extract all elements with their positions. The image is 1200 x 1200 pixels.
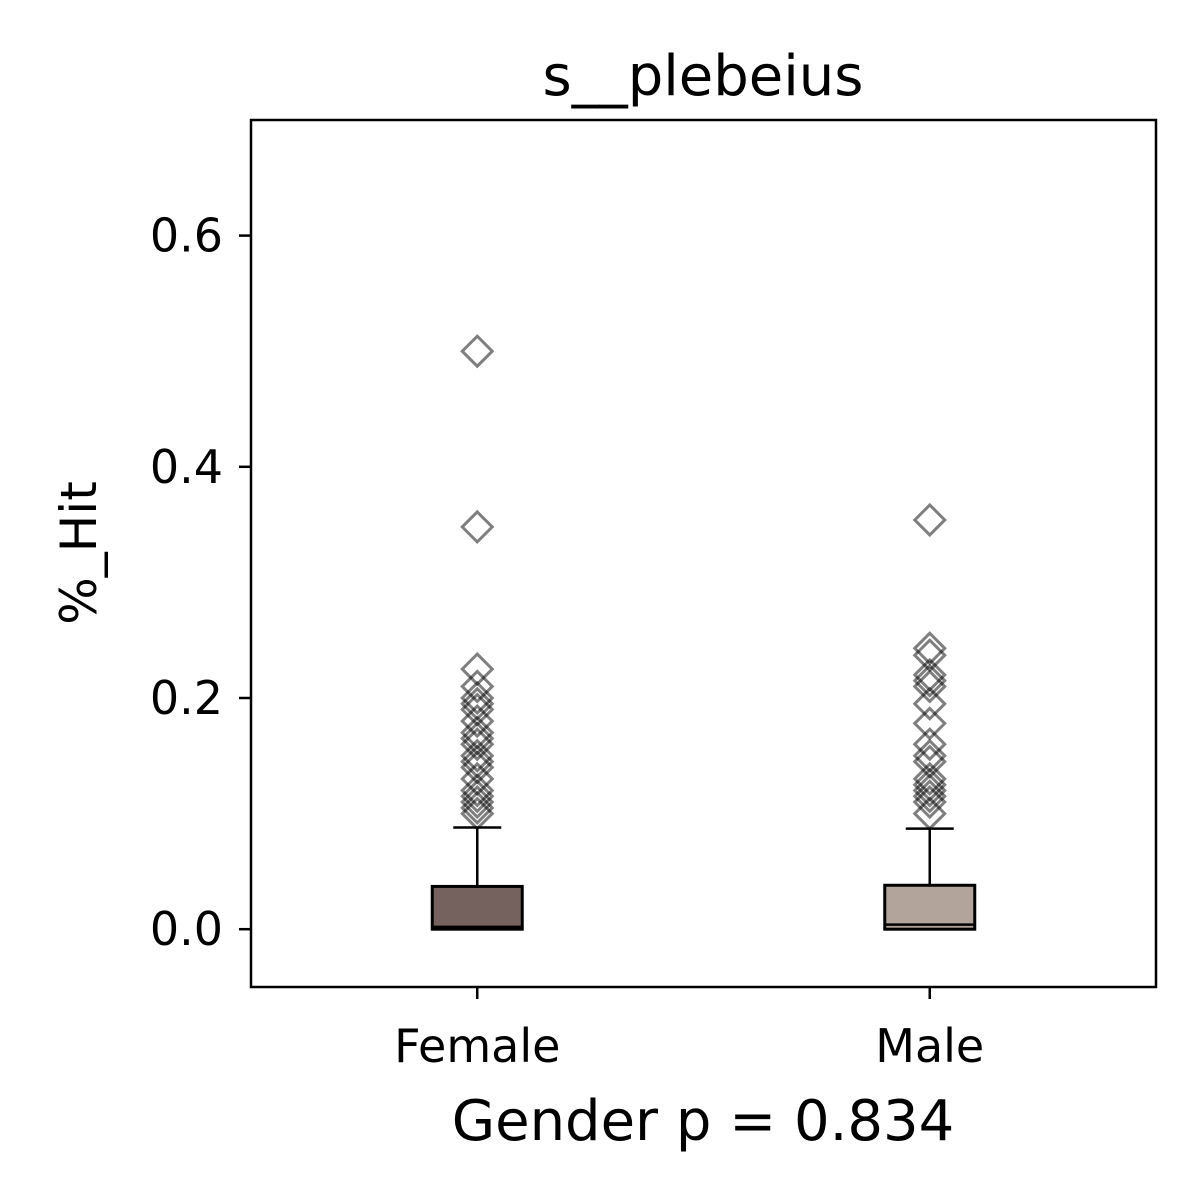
outlier-point [460, 738, 495, 773]
outlier-point [912, 669, 947, 704]
x-tick-label: Female [394, 1019, 560, 1073]
y-tick-label: 0.2 [150, 671, 223, 725]
outlier-point [912, 727, 947, 762]
y-tick-label: 0.0 [150, 902, 223, 956]
outlier-point [460, 703, 495, 739]
y-tick-label: 0.4 [150, 440, 223, 494]
x-axis-label: Gender p = 0.834 [452, 1089, 955, 1154]
outlier-point [460, 651, 495, 687]
outlier-point [460, 680, 495, 716]
y-axis-label: %_Hit [50, 481, 108, 625]
outlier-point [460, 761, 495, 797]
outlier-point [460, 727, 495, 762]
outlier-point [460, 509, 495, 545]
outlier-point [912, 706, 947, 741]
y-tick-label: 0.6 [150, 209, 223, 263]
outlier-point [912, 796, 947, 831]
outlier-point [912, 784, 947, 820]
outlier-point [460, 773, 495, 808]
outlier-point [460, 784, 495, 820]
outlier-point [460, 334, 495, 369]
outlier-point [912, 686, 947, 721]
outlier-point [912, 663, 947, 698]
box-male [883, 883, 977, 931]
outlier-point [460, 796, 495, 831]
outlier-point [912, 773, 947, 808]
x-tick-label: Male [875, 1019, 984, 1073]
outlier-point [460, 779, 495, 814]
outlier-point [912, 502, 947, 538]
plot-frame [249, 118, 1158, 989]
outlier-point [460, 669, 495, 704]
chart-title: s__plebeius [543, 44, 864, 109]
outlier-point [912, 631, 947, 666]
outlier-point [912, 779, 947, 814]
plot-area: 0.0 0.2 0.4 0.6 Female Male [150, 209, 984, 1073]
box-female [430, 884, 524, 931]
outlier-point [912, 761, 947, 797]
outlier-point [460, 790, 495, 825]
